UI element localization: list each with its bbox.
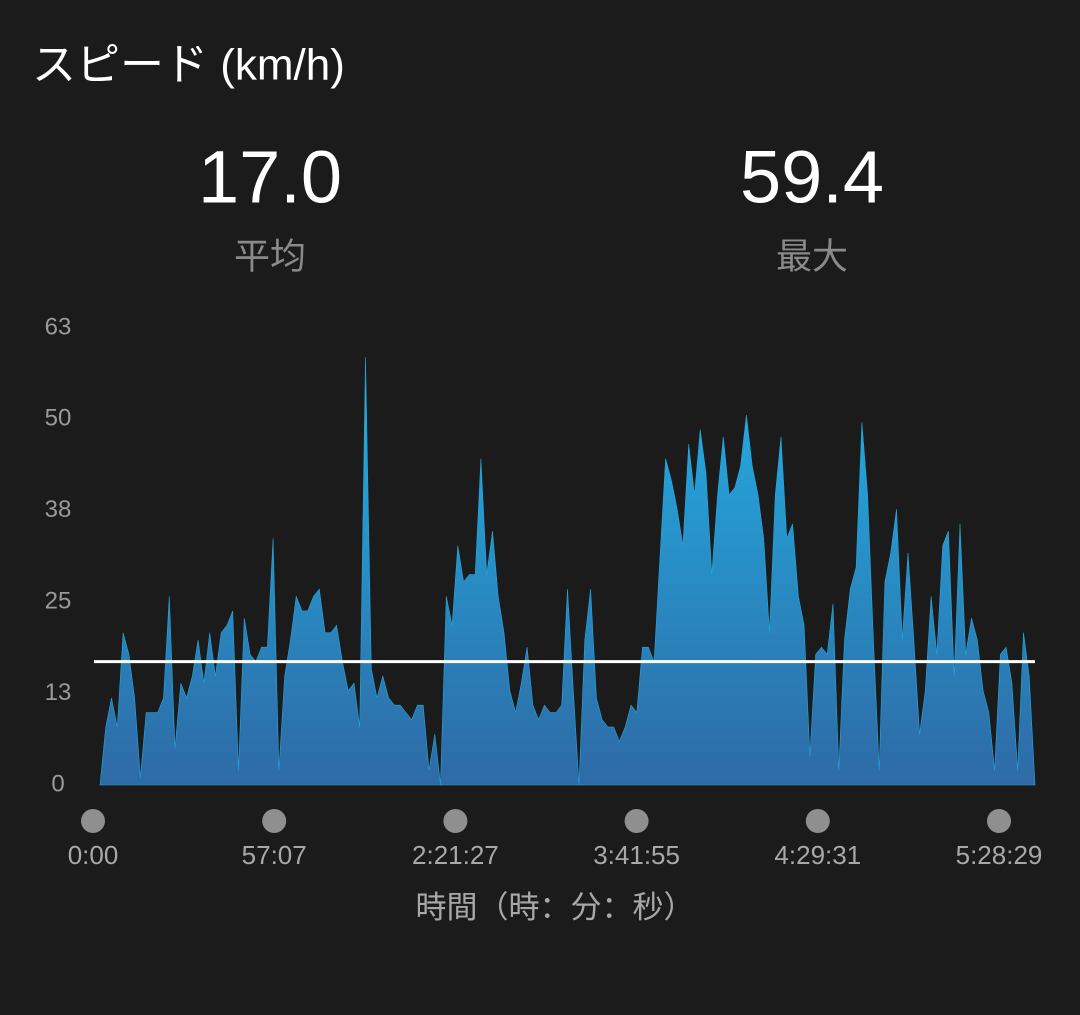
x-tick-label: 57:07 bbox=[242, 840, 307, 870]
x-tick-label: 4:29:31 bbox=[774, 840, 861, 870]
stat-label: 最大 bbox=[776, 236, 848, 277]
x-tick-dot bbox=[805, 809, 830, 833]
stat-label: 平均 bbox=[234, 236, 306, 277]
x-tick-dot bbox=[262, 809, 287, 833]
x-tick-label: 5:28:29 bbox=[956, 840, 1043, 870]
x-tick-dot bbox=[443, 809, 468, 833]
x-tick-label: 3:41:55 bbox=[593, 840, 680, 870]
chart-title: スピード (km/h) bbox=[32, 41, 345, 90]
stat-value: 17.0 bbox=[198, 136, 342, 219]
speed-area bbox=[99, 356, 1036, 786]
stat-value: 59.4 bbox=[740, 136, 884, 219]
y-tick-label: 63 bbox=[45, 313, 72, 340]
x-tick-dot bbox=[987, 809, 1011, 833]
x-tick-dot bbox=[81, 809, 105, 833]
x-tick-label: 0:00 bbox=[68, 840, 119, 870]
y-tick-label: 13 bbox=[45, 679, 72, 706]
y-tick-label: 0 bbox=[51, 770, 64, 797]
x-axis-title: 時間（時：分：秒） bbox=[416, 890, 695, 925]
y-tick-label: 50 bbox=[45, 405, 72, 432]
x-tick-label: 2:21:27 bbox=[412, 840, 499, 870]
y-tick-label: 25 bbox=[45, 588, 72, 615]
x-tick-dot bbox=[624, 809, 649, 833]
y-tick-label: 38 bbox=[45, 496, 72, 523]
